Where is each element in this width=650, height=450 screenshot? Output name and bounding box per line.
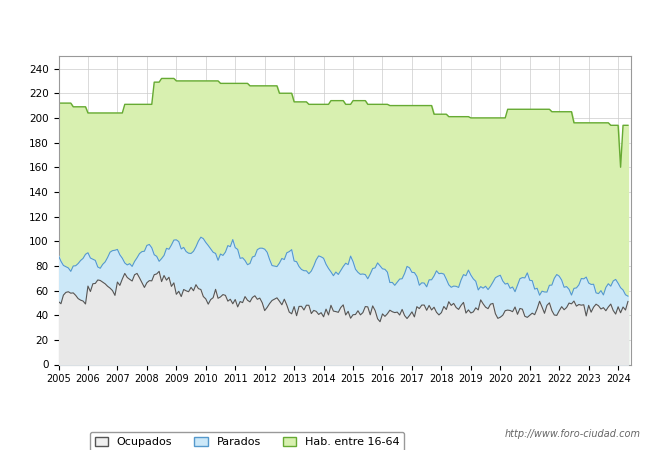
Text: http://www.foro-ciudad.com: http://www.foro-ciudad.com xyxy=(504,429,640,439)
Text: Peñascosa - Evolucion de la poblacion en edad de Trabajar Mayo de 2024: Peñascosa - Evolucion de la poblacion en… xyxy=(80,17,570,30)
Legend: Ocupados, Parados, Hab. entre 16-64: Ocupados, Parados, Hab. entre 16-64 xyxy=(90,432,404,450)
